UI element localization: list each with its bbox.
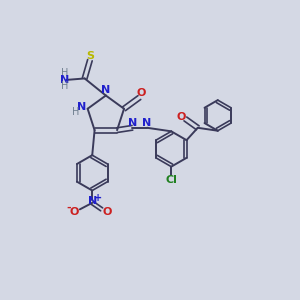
Text: Cl: Cl <box>165 175 177 185</box>
Text: H: H <box>72 107 79 117</box>
Text: O: O <box>102 207 112 217</box>
Text: O: O <box>177 112 186 122</box>
Text: N: N <box>128 118 137 128</box>
Text: -: - <box>66 202 71 213</box>
Text: N: N <box>101 85 110 95</box>
Text: O: O <box>70 207 79 217</box>
Text: N: N <box>142 118 152 128</box>
Text: H: H <box>61 81 69 92</box>
Text: N: N <box>88 196 97 206</box>
Text: S: S <box>86 51 94 61</box>
Text: H: H <box>61 68 69 78</box>
Text: N: N <box>76 102 86 112</box>
Text: +: + <box>94 193 102 202</box>
Text: O: O <box>136 88 146 98</box>
Text: N: N <box>60 75 70 85</box>
